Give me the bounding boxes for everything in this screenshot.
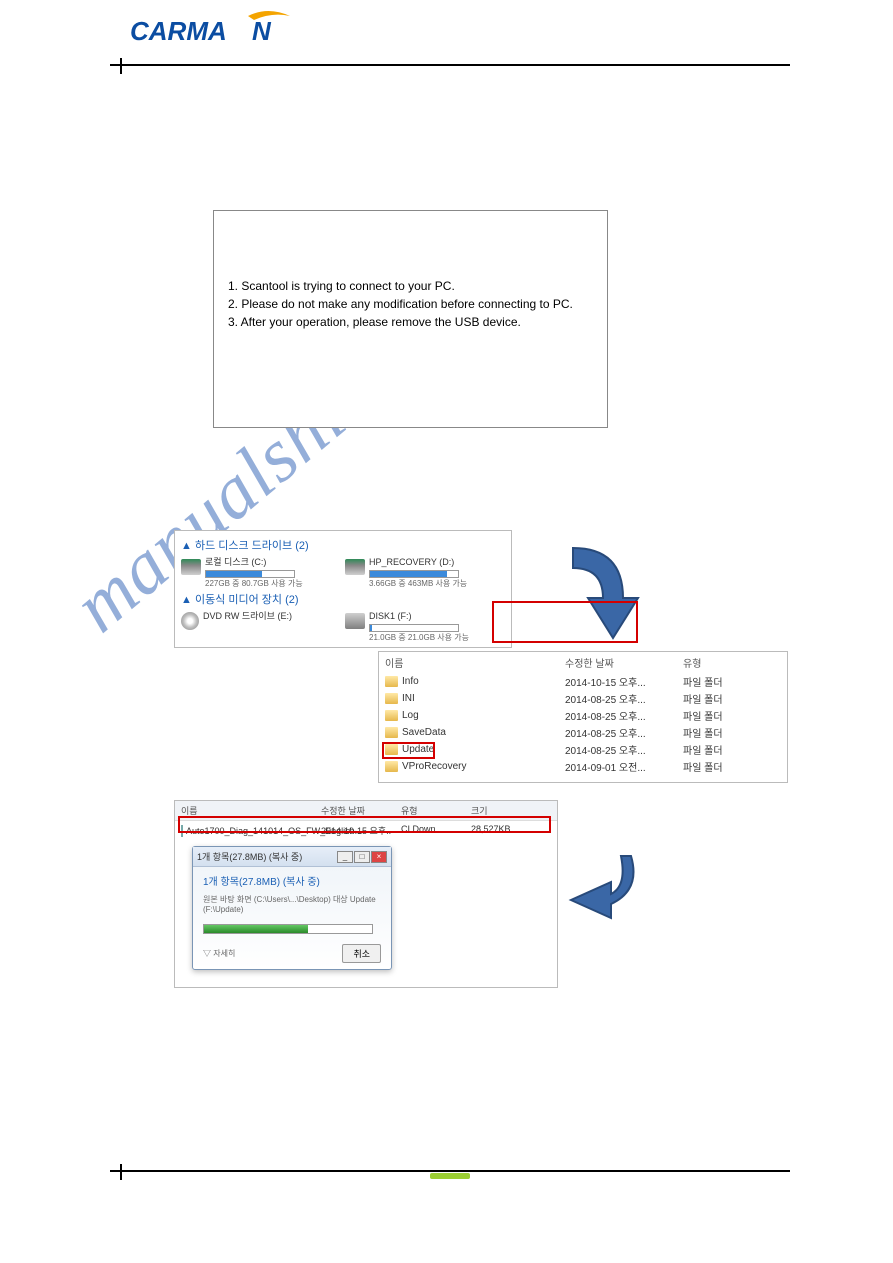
drive-c[interactable]: 로컬 디스크 (C:) 227GB 중 80.7GB 사용 가능 xyxy=(181,557,331,589)
folder-icon xyxy=(385,693,398,704)
drive-e-dvd[interactable]: DVD RW 드라이브 (E:) xyxy=(181,611,331,643)
instruction-message-box: 1. Scantool is trying to connect to your… xyxy=(213,210,608,428)
folder-row-vprorecovery[interactable]: VProRecovery 2014-09-01 오전... 파일 폴더 xyxy=(379,758,787,775)
hdd-icon xyxy=(181,559,201,575)
folder-type: 파일 폴더 xyxy=(683,759,753,774)
drive-c-usage: 227GB 중 80.7GB 사용 가능 xyxy=(205,579,303,589)
folder-date: 2014-10-15 오후... xyxy=(565,674,683,689)
instruction-line-1: 1. Scantool is trying to connect to your… xyxy=(228,277,593,295)
instruction-line-2: 2. Please do not make any modification b… xyxy=(228,295,593,313)
copy-heading: 1개 항목(27.8MB) (복사 중) xyxy=(203,873,381,888)
folder-icon xyxy=(385,761,398,772)
drive-d-usage: 3.66GB 중 463MB 사용 가능 xyxy=(369,579,467,589)
folder-row-savedata[interactable]: SaveData 2014-08-25 오후... 파일 폴더 xyxy=(379,724,787,741)
drive-e-name: DVD RW 드라이브 (E:) xyxy=(203,611,292,623)
folder-col-type: 유형 xyxy=(683,655,753,670)
folder-date: 2014-08-25 오후... xyxy=(565,725,683,740)
copy-progress-bar xyxy=(203,924,373,934)
folder-name: Info xyxy=(402,676,419,687)
logo-text-2: N xyxy=(252,16,272,46)
copy-path-line: 원본 바탕 화면 (C:\Users\...\Desktop) 대상 Updat… xyxy=(203,894,381,914)
removable-section-header: ▲ 이동식 미디어 장치 (2) xyxy=(181,591,505,607)
drive-f-disk1[interactable]: DISK1 (F:) 21.0GB 중 21.0GB 사용 가능 xyxy=(345,611,495,643)
copy-progress-dialog: 1개 항목(27.8MB) (복사 중) _ □ × 1개 항목(27.8MB)… xyxy=(192,846,392,970)
folder-row-ini[interactable]: INI 2014-08-25 오후... 파일 폴더 xyxy=(379,690,787,707)
folder-name: VProRecovery xyxy=(402,761,466,772)
folder-row-update[interactable]: Update 2014-08-25 오후... 파일 폴더 xyxy=(379,741,787,758)
hdd-icon xyxy=(345,559,365,575)
top-divider xyxy=(110,64,790,66)
folder-date: 2014-08-25 오후... xyxy=(565,708,683,723)
drive-d[interactable]: HP_RECOVERY (D:) 3.66GB 중 463MB 사용 가능 xyxy=(345,557,495,589)
page-indicator xyxy=(430,1173,470,1179)
cancel-button[interactable]: 취소 xyxy=(342,944,381,963)
folder-icon xyxy=(385,676,398,687)
folder-name: INI xyxy=(402,693,415,704)
instruction-line-3: 3. After your operation, please remove t… xyxy=(228,313,593,331)
removable-disk-icon xyxy=(345,613,365,629)
close-button[interactable]: × xyxy=(371,851,387,863)
folder-date: 2014-08-25 오후... xyxy=(565,691,683,706)
folder-row-info[interactable]: Info 2014-10-15 오후... 파일 폴더 xyxy=(379,673,787,690)
folder-name: Log xyxy=(402,710,419,721)
dvd-icon xyxy=(181,612,199,630)
copy-title-text: 1개 항목(27.8MB) (복사 중) xyxy=(197,850,302,863)
arrow-curve-left-icon xyxy=(541,850,641,930)
drive-f-name: DISK1 (F:) xyxy=(369,611,469,623)
logo-text-1: CARMA xyxy=(130,16,227,46)
highlight-disk1-box xyxy=(492,601,638,643)
folder-type: 파일 폴더 xyxy=(683,691,753,706)
folder-name: SaveData xyxy=(402,727,446,738)
drive-d-name: HP_RECOVERY (D:) xyxy=(369,557,467,569)
folder-col-date: 수정한 날짜 xyxy=(565,655,683,670)
bottom-divider xyxy=(110,1170,790,1172)
folder-type: 파일 폴더 xyxy=(683,725,753,740)
folder-date: 2014-09-01 오전... xyxy=(565,759,683,774)
maximize-button[interactable]: □ xyxy=(354,851,370,863)
folder-type: 파일 폴더 xyxy=(683,674,753,689)
folder-type: 파일 폴더 xyxy=(683,708,753,723)
folder-date: 2014-08-25 오후... xyxy=(565,742,683,757)
hdd-section-header: ▲ 하드 디스크 드라이브 (2) xyxy=(181,537,505,553)
highlight-file-row-box xyxy=(178,816,551,833)
copy-details-toggle[interactable]: ▽ 자세히 xyxy=(203,948,235,959)
folder-list-panel: 이름 수정한 날짜 유형 Info 2014-10-15 오후... 파일 폴더… xyxy=(378,651,788,783)
folder-icon xyxy=(385,710,398,721)
folder-row-log[interactable]: Log 2014-08-25 오후... 파일 폴더 xyxy=(379,707,787,724)
carman-logo: CARMA N xyxy=(130,10,300,48)
folder-icon xyxy=(385,727,398,738)
copy-dialog-titlebar: 1개 항목(27.8MB) (복사 중) _ □ × xyxy=(193,847,391,867)
folder-type: 파일 폴더 xyxy=(683,742,753,757)
minimize-button[interactable]: _ xyxy=(337,851,353,863)
drives-panel: ▲ 하드 디스크 드라이브 (2) 로컬 디스크 (C:) 227GB 중 80… xyxy=(174,530,512,648)
folder-col-name: 이름 xyxy=(385,655,565,670)
folder-list-header: 이름 수정한 날짜 유형 xyxy=(379,652,787,673)
highlight-update-folder-box xyxy=(382,742,435,759)
drive-f-usage: 21.0GB 중 21.0GB 사용 가능 xyxy=(369,633,469,643)
drive-c-name: 로컬 디스크 (C:) xyxy=(205,557,303,569)
